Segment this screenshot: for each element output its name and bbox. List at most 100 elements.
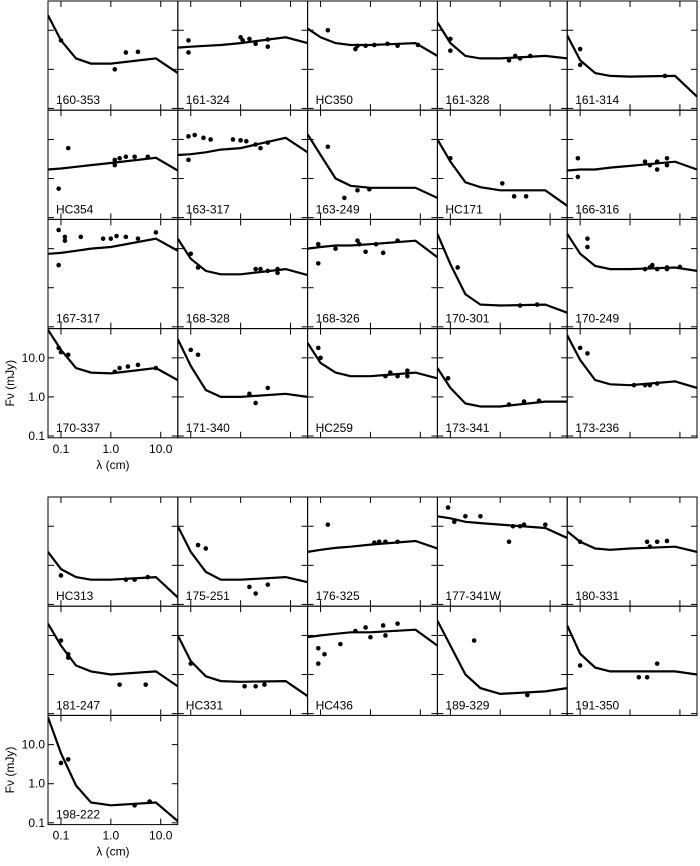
data-point: [135, 49, 141, 55]
data-point: [383, 633, 388, 638]
x-tick-label: 1.0: [102, 829, 119, 843]
data-point: [265, 44, 271, 49]
data-point: [363, 249, 368, 255]
data-point: [62, 234, 68, 240]
model-line: [48, 156, 178, 172]
data-point: [58, 573, 64, 578]
data-point: [242, 683, 247, 689]
data-point: [253, 41, 258, 47]
data-point: [112, 157, 118, 163]
data-point: [445, 505, 451, 510]
panel-label: 177-341W: [445, 589, 501, 603]
data-point: [448, 48, 453, 53]
panel-label: 161-324: [186, 93, 230, 107]
model-line: [48, 716, 178, 823]
data-point: [517, 303, 523, 308]
data-point: [677, 264, 683, 270]
y-axis-label: Fν (mJy): [3, 747, 17, 794]
panel-label: 180-331: [575, 589, 619, 603]
panel-label: 175-251: [186, 589, 230, 603]
panel-label: 168-328: [186, 312, 230, 326]
y-tick-label: 1.0: [28, 390, 45, 404]
data-point: [647, 382, 653, 388]
data-point: [383, 539, 388, 545]
data-point: [654, 661, 660, 666]
data-point: [58, 760, 64, 766]
y-axis-label: Fν (mJy): [3, 360, 17, 407]
panel: 191-350: [566, 605, 698, 716]
model-line: [48, 237, 178, 255]
data-point: [577, 46, 583, 52]
data-point: [527, 53, 533, 59]
y-tick-label: 0.1: [28, 816, 45, 830]
data-point: [368, 634, 373, 640]
data-point: [647, 162, 653, 168]
data-point: [585, 236, 590, 241]
data-point: [65, 145, 71, 151]
data-point: [525, 692, 530, 698]
panel: 161-314: [566, 0, 698, 111]
data-point: [253, 266, 258, 272]
data-point: [536, 398, 542, 404]
data-point: [415, 42, 421, 48]
x-tick-label: 1.0: [102, 442, 119, 456]
y-tick-label: 0.1: [28, 429, 45, 443]
data-point: [654, 159, 660, 164]
data-point: [247, 584, 252, 590]
data-point: [506, 539, 512, 545]
model-line: [177, 136, 308, 157]
data-point: [132, 803, 137, 808]
data-point: [195, 542, 201, 548]
data-point: [654, 539, 660, 545]
x-axis-label: λ (cm): [96, 458, 129, 472]
data-point: [521, 522, 527, 527]
panel-label: 173-236: [575, 421, 619, 435]
panel-label: 167-317: [56, 312, 100, 326]
data-point: [315, 261, 321, 266]
data-point: [65, 352, 71, 358]
model-line: [567, 34, 698, 98]
data-point: [367, 187, 372, 192]
panel: HC436: [307, 605, 438, 716]
data-point: [463, 513, 468, 519]
data-point: [135, 236, 141, 241]
data-point: [642, 382, 648, 388]
model-line: [307, 539, 438, 553]
data-point: [650, 262, 655, 268]
data-point: [132, 154, 137, 160]
y-tick-label: 10.0: [22, 738, 46, 752]
data-point: [647, 544, 653, 549]
panel: HC350: [307, 0, 438, 111]
data-point: [125, 364, 131, 369]
data-point: [186, 157, 191, 163]
data-point: [534, 302, 540, 307]
data-point: [258, 145, 263, 151]
y-tick-label: 1.0: [28, 777, 45, 791]
data-point: [664, 162, 670, 168]
data-point: [506, 58, 512, 63]
model-line: [48, 623, 178, 688]
data-point: [195, 265, 201, 270]
panel: 189-329: [436, 605, 568, 716]
data-point: [117, 682, 122, 687]
data-point: [395, 238, 400, 243]
data-point: [325, 27, 331, 33]
data-point: [65, 757, 71, 762]
data-point: [56, 227, 61, 233]
data-point: [333, 246, 338, 251]
data-point: [244, 138, 249, 144]
panel: 160-353: [47, 0, 179, 111]
data-point: [58, 38, 64, 43]
data-point: [203, 546, 209, 551]
data-point: [145, 154, 151, 160]
panel: 166-316: [566, 109, 698, 220]
x-tick-label: 0.1: [53, 442, 70, 456]
data-point: [56, 345, 61, 351]
panel: 170-301: [436, 218, 568, 330]
panel: 163-317: [177, 109, 309, 220]
x-axis-label: λ (cm): [96, 845, 129, 859]
data-point: [517, 523, 523, 529]
data-point: [585, 244, 590, 250]
model-line: [307, 239, 438, 259]
